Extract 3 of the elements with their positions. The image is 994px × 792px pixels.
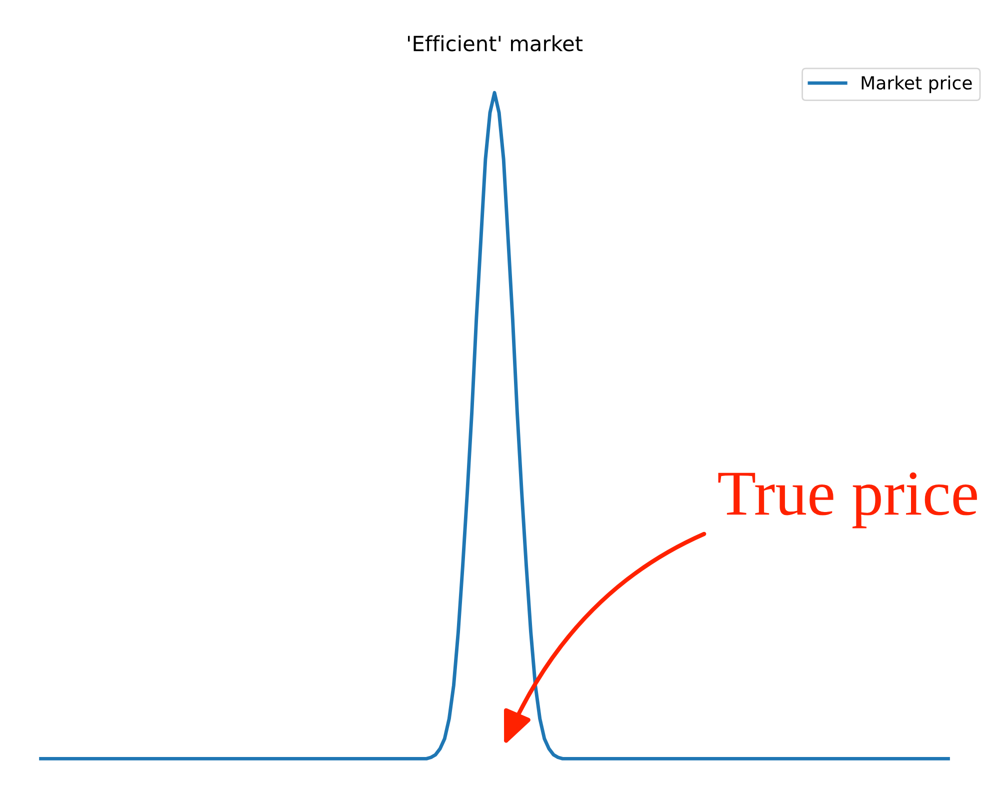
chart-title: 'Efficient' market [408,35,583,52]
legend-label: Market price [862,76,972,94]
annotation: True price [718,472,977,528]
